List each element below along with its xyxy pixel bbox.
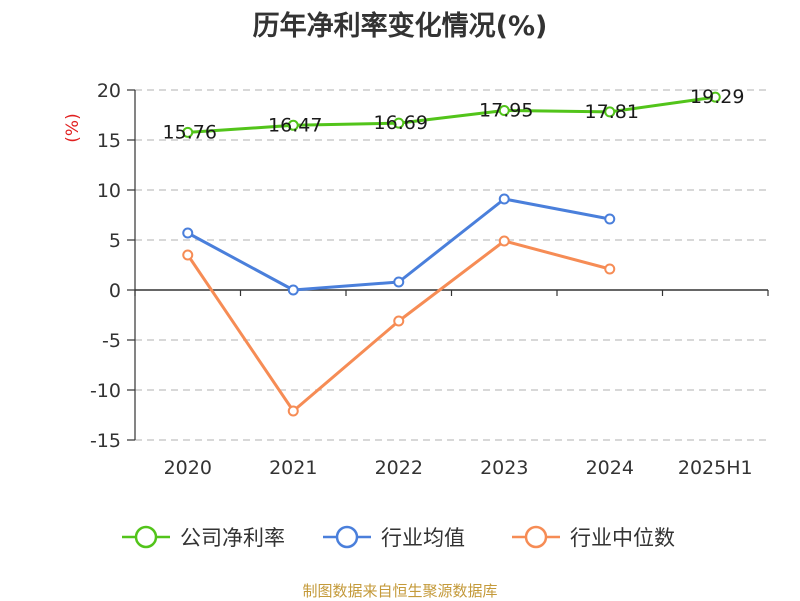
data-point <box>393 315 405 327</box>
x-tick-label: 2021 <box>269 457 317 479</box>
data-point <box>709 91 721 103</box>
data-point <box>604 213 616 225</box>
data-label: 15.76 <box>163 121 217 143</box>
data-point <box>287 119 299 131</box>
y-tick-label: -15 <box>90 430 121 452</box>
data-point <box>604 263 616 275</box>
data-point <box>498 105 510 116</box>
y-tick-label: 5 <box>109 230 121 252</box>
y-axis-label: (%) <box>63 113 83 142</box>
legend-marker <box>134 525 158 549</box>
y-tick-label: 15 <box>97 130 121 152</box>
data-point <box>287 405 299 417</box>
y-tick-label: -5 <box>102 330 121 352</box>
legend-label: 公司净利率 <box>180 526 285 550</box>
data-point <box>393 117 405 129</box>
x-tick-label: 2020 <box>164 457 212 479</box>
x-tick-label: 2022 <box>375 457 423 479</box>
x-tick-label: 2023 <box>480 457 528 479</box>
data-point <box>498 193 510 205</box>
data-point <box>182 249 194 261</box>
data-label: 17.81 <box>585 101 639 123</box>
chart-title: 历年净利率变化情况(%) <box>252 11 548 42</box>
data-point <box>604 106 616 118</box>
x-tick-label: 2024 <box>586 457 634 479</box>
data-point <box>182 126 194 138</box>
source-note: 制图数据来自恒生聚源数据库 <box>302 582 498 600</box>
x-tick-label: 2025H1 <box>678 457 753 479</box>
legend-marker <box>524 525 548 549</box>
series-line-1 <box>187 197 611 292</box>
data-label: 17.95 <box>479 100 533 122</box>
series-line-0 <box>187 95 716 134</box>
data-point <box>182 227 194 239</box>
y-tick-label: 10 <box>97 180 121 202</box>
data-label: 16.47 <box>268 114 322 136</box>
y-tick-label: 0 <box>109 280 121 302</box>
legend-label: 行业中位数 <box>570 526 675 550</box>
y-tick-label: 20 <box>97 80 121 102</box>
data-point <box>287 284 299 296</box>
data-point <box>498 235 510 247</box>
data-point <box>393 276 405 288</box>
legend-label: 行业均值 <box>381 526 465 550</box>
data-label: 16.69 <box>374 112 428 134</box>
y-tick-label: -10 <box>90 380 121 402</box>
legend-marker <box>335 525 359 549</box>
data-label: 19.29 <box>690 86 744 108</box>
